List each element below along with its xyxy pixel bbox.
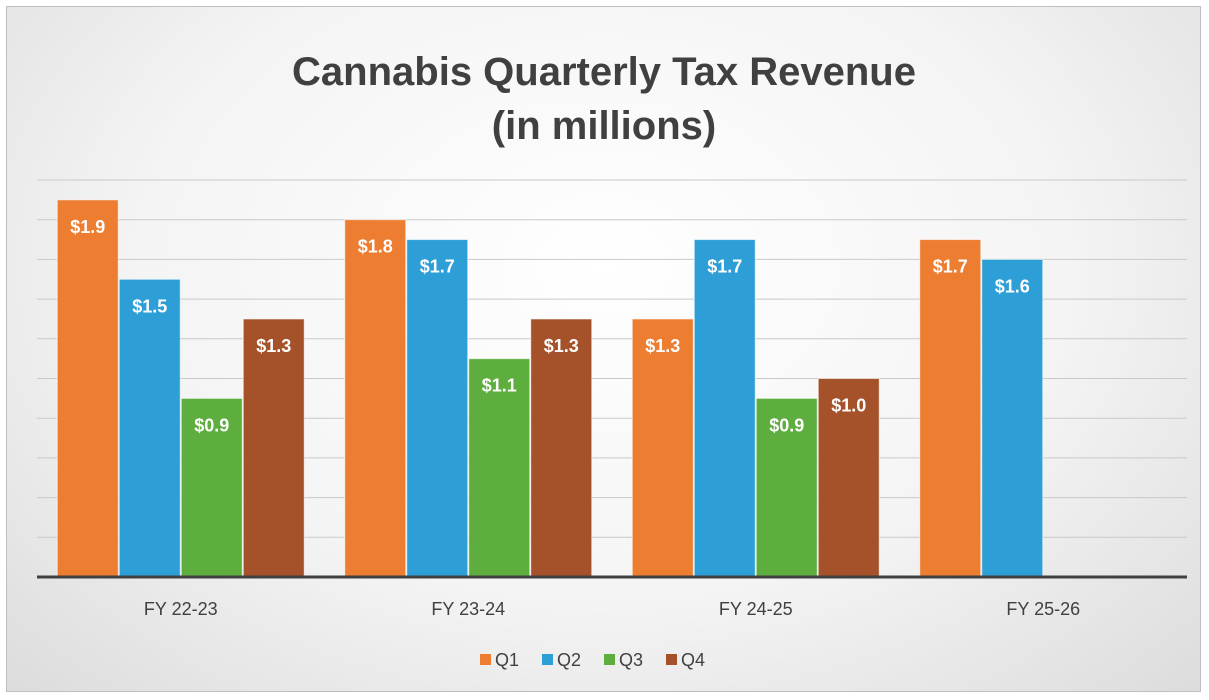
- chart-title-line-2: (in millions): [492, 104, 716, 148]
- data-label: $1.7: [707, 257, 742, 277]
- legend-label-q4: Q4: [681, 650, 705, 670]
- data-label: $1.7: [420, 257, 455, 277]
- bar-q1-2: [631, 318, 694, 578]
- legend-swatch-q3: [604, 654, 615, 665]
- bar-q3-1: [468, 358, 531, 578]
- x-tick-label: FY 23-24: [431, 599, 505, 619]
- bar-q1-0: [56, 199, 119, 578]
- data-label: $1.5: [132, 296, 167, 316]
- x-axis: FY 22-23 FY 23-24 FY 24-25 FY 25-26: [37, 575, 1187, 619]
- x-tick-label: FY 22-23: [144, 599, 218, 619]
- data-label: $1.0: [831, 396, 866, 416]
- x-tick-label: FY 25-26: [1006, 599, 1080, 619]
- bar-chart: Cannabis Quarterly Tax Revenue (in milli…: [37, 50, 1187, 670]
- chart-title-line-1: Cannabis Quarterly Tax Revenue: [292, 50, 916, 94]
- bar-q2-2: [693, 239, 756, 578]
- legend-swatch-q4: [666, 654, 677, 665]
- data-label: $1.1: [482, 376, 517, 396]
- data-label: $1.3: [645, 336, 680, 356]
- x-tick-label: FY 24-25: [719, 599, 793, 619]
- data-label: $1.7: [933, 257, 968, 277]
- bar-q2-1: [406, 239, 469, 578]
- data-label: $0.9: [769, 415, 804, 435]
- chart-frame: Cannabis Quarterly Tax Revenue (in milli…: [6, 6, 1201, 692]
- bar-q4-1: [530, 318, 593, 578]
- bar-q2-3: [981, 258, 1044, 578]
- legend-label-q1: Q1: [495, 650, 519, 670]
- data-label: $1.9: [70, 217, 105, 237]
- data-label: $1.6: [995, 276, 1030, 296]
- bar-q1-1: [344, 219, 407, 578]
- legend-swatch-q2: [542, 654, 553, 665]
- data-label: $1.3: [544, 336, 579, 356]
- bar-q4-2: [817, 378, 880, 578]
- bar-q3-0: [180, 397, 243, 578]
- bar-q2-0: [118, 278, 181, 578]
- bar-q1-3: [919, 239, 982, 578]
- legend: Q1 Q2 Q3 Q4: [480, 650, 705, 670]
- bars: $1.9 $1.8 $1.3 $1.7 $1.5 $1.7 $1.7 $1.6 $0.9 $1.1…: [56, 199, 1044, 578]
- bar-q4-0: [242, 318, 305, 578]
- legend-label-q3: Q3: [619, 650, 643, 670]
- data-label: $1.3: [256, 336, 291, 356]
- legend-label-q2: Q2: [557, 650, 581, 670]
- data-label: $0.9: [194, 415, 229, 435]
- legend-swatch-q1: [480, 654, 491, 665]
- data-label: $1.8: [358, 237, 393, 257]
